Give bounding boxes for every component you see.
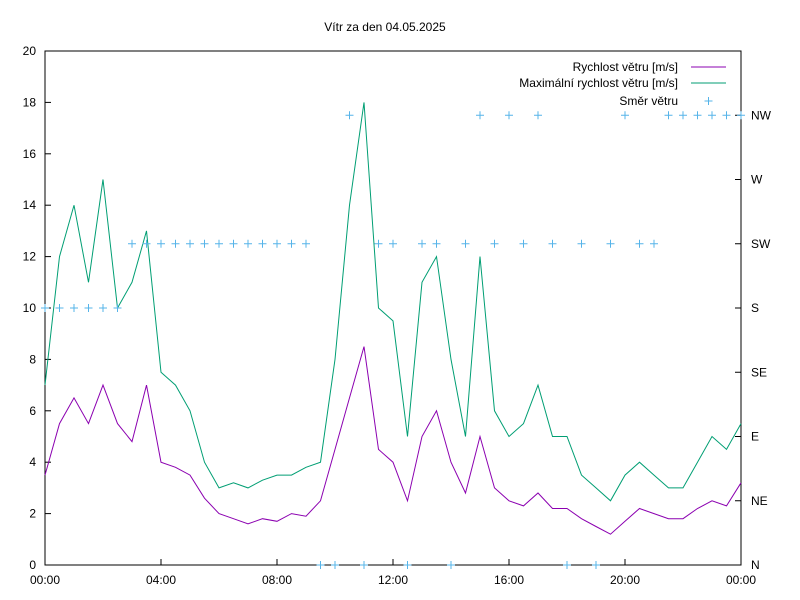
direction-point bbox=[708, 111, 716, 120]
legend-marker bbox=[704, 97, 713, 105]
direction-point bbox=[737, 111, 745, 120]
direction-point bbox=[244, 239, 252, 248]
y-tick-label: 6 bbox=[29, 404, 36, 418]
direction-point bbox=[606, 239, 615, 248]
y2-tick-label: SE bbox=[751, 365, 767, 379]
direction-point bbox=[142, 239, 151, 248]
legend-label: Směr větru bbox=[619, 94, 678, 108]
y-tick-label: 0 bbox=[29, 558, 36, 572]
y2-tick-label: SW bbox=[751, 237, 771, 251]
direction-point bbox=[360, 561, 368, 569]
direction-point bbox=[650, 239, 658, 248]
x-tick-label: 08:00 bbox=[262, 573, 292, 587]
direction-point bbox=[55, 304, 64, 312]
direction-point bbox=[418, 239, 426, 248]
direction-point bbox=[476, 111, 484, 120]
direction-point bbox=[258, 239, 267, 248]
direction-point bbox=[215, 239, 223, 248]
direction-point bbox=[186, 239, 194, 248]
y-tick-label: 2 bbox=[29, 507, 36, 521]
x-tick-label: 00:00 bbox=[726, 573, 756, 587]
direction-point bbox=[693, 111, 702, 120]
y2-tick-label: NE bbox=[751, 494, 768, 508]
direction-point bbox=[534, 111, 542, 120]
y-tick-label: 10 bbox=[23, 301, 37, 315]
direction-point bbox=[171, 239, 180, 248]
direction-point bbox=[302, 239, 310, 248]
direction-point bbox=[432, 239, 441, 248]
legend-label: Rychlost větru [m/s] bbox=[573, 60, 678, 74]
direction-point bbox=[447, 561, 455, 569]
direction-point bbox=[229, 239, 238, 248]
y-tick-label: 16 bbox=[23, 147, 37, 161]
direction-point bbox=[403, 561, 412, 569]
y2-tick-label: N bbox=[751, 558, 760, 572]
x-tick-label: 12:00 bbox=[378, 573, 408, 587]
y-tick-label: 8 bbox=[29, 352, 36, 366]
direction-point bbox=[374, 239, 383, 248]
direction-point bbox=[157, 239, 165, 248]
direction-point bbox=[99, 304, 107, 312]
direction-point bbox=[548, 239, 557, 248]
y-tick-label: 4 bbox=[29, 455, 36, 469]
direction-point bbox=[490, 239, 499, 248]
x-tick-label: 20:00 bbox=[610, 573, 640, 587]
direction-point bbox=[70, 304, 78, 312]
direction-point bbox=[113, 304, 122, 312]
y-tick-label: 18 bbox=[23, 95, 37, 109]
direction-point bbox=[577, 239, 586, 248]
y-tick-label: 20 bbox=[23, 44, 37, 58]
y2-tick-label: E bbox=[751, 430, 759, 444]
direction-point bbox=[461, 239, 470, 248]
direction-point bbox=[664, 111, 673, 120]
direction-point bbox=[679, 111, 687, 120]
direction-point bbox=[519, 239, 528, 248]
direction-point bbox=[505, 111, 513, 120]
direction-point bbox=[316, 561, 325, 569]
legend-label: Maximální rychlost větru [m/s] bbox=[519, 76, 678, 90]
direction-point bbox=[635, 239, 644, 248]
chart-title: Vítr za den 04.05.2025 bbox=[324, 20, 446, 34]
y-tick-label: 12 bbox=[23, 250, 37, 264]
direction-point bbox=[621, 111, 629, 120]
x-tick-label: 04:00 bbox=[146, 573, 176, 587]
series-line-max-speed bbox=[44, 102, 742, 502]
direction-point bbox=[128, 239, 136, 248]
direction-point bbox=[345, 111, 354, 120]
series-layer bbox=[41, 102, 745, 569]
y2-tick-label: W bbox=[751, 173, 763, 187]
direction-point bbox=[389, 239, 397, 248]
direction-point bbox=[84, 304, 93, 312]
direction-point bbox=[287, 239, 296, 248]
y2-tick-label: NW bbox=[751, 108, 772, 122]
x-tick-label: 00:00 bbox=[30, 573, 60, 587]
direction-point bbox=[200, 239, 209, 248]
direction-point bbox=[592, 561, 600, 569]
direction-point bbox=[273, 239, 281, 248]
direction-point bbox=[722, 111, 731, 120]
y2-tick-label: S bbox=[751, 301, 759, 315]
direction-point bbox=[563, 561, 571, 569]
direction-point bbox=[331, 561, 339, 569]
y-tick-label: 14 bbox=[23, 198, 37, 212]
axes: 0 2 4 6 8 10 12 14 16 18 20 N NE E SE S SW W NW 00:00 04:00 0… bbox=[23, 44, 772, 587]
legend: Rychlost větru [m/s] Maximální rychlost v… bbox=[519, 60, 726, 108]
series-line-speed bbox=[44, 346, 742, 535]
direction-point bbox=[41, 304, 49, 312]
x-tick-label: 16:00 bbox=[494, 573, 524, 587]
